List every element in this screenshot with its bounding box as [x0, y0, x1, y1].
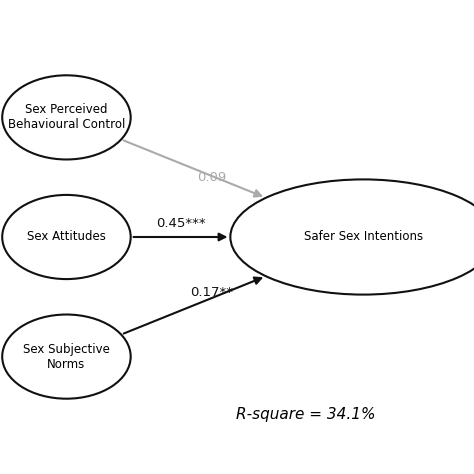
- Ellipse shape: [2, 315, 131, 399]
- Text: Sex Attitudes: Sex Attitudes: [27, 230, 106, 244]
- Text: Safer Sex Intentions: Safer Sex Intentions: [304, 230, 423, 244]
- Text: Sex Perceived
Behavioural Control: Sex Perceived Behavioural Control: [8, 103, 125, 131]
- Text: 0.17**: 0.17**: [190, 286, 233, 299]
- Text: Sex Subjective
Norms: Sex Subjective Norms: [23, 343, 110, 371]
- Ellipse shape: [230, 180, 474, 294]
- Text: 0.45***: 0.45***: [155, 217, 205, 230]
- Ellipse shape: [2, 75, 131, 159]
- Text: R-square = 34.1%: R-square = 34.1%: [236, 407, 375, 422]
- Ellipse shape: [2, 195, 131, 279]
- Text: 0.09: 0.09: [197, 171, 226, 184]
